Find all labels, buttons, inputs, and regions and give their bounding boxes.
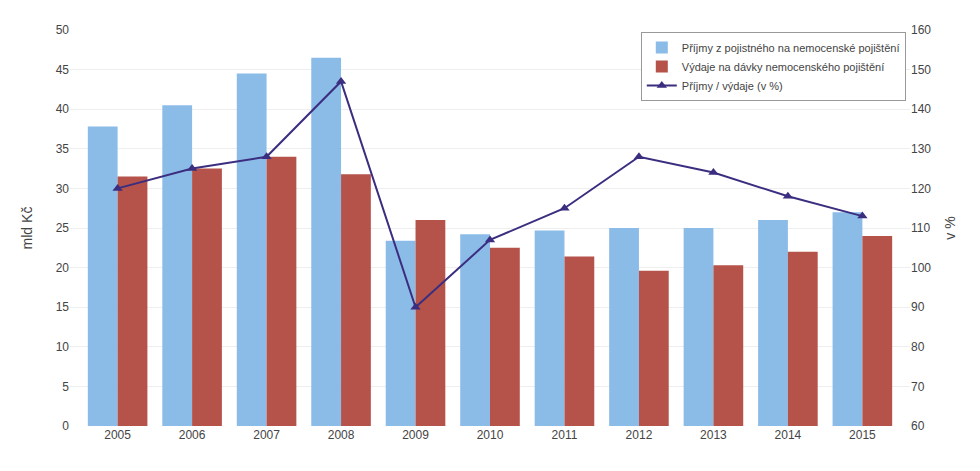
svg-text:mld Kč: mld Kč [19, 207, 35, 250]
svg-text:0: 0 [62, 419, 69, 433]
svg-text:Příjmy / výdaje (v %): Příjmy / výdaje (v %) [682, 80, 783, 92]
svg-text:2009: 2009 [402, 428, 429, 442]
svg-text:90: 90 [911, 300, 925, 314]
svg-text:35: 35 [56, 142, 70, 156]
svg-text:130: 130 [911, 142, 931, 156]
svg-text:25: 25 [56, 221, 70, 235]
svg-text:80: 80 [911, 340, 925, 354]
svg-text:10: 10 [56, 340, 70, 354]
svg-text:2013: 2013 [700, 428, 727, 442]
svg-text:20: 20 [56, 261, 70, 275]
svg-text:Výdaje na dávky nemocenského p: Výdaje na dávky nemocenského pojištění [682, 61, 884, 73]
svg-text:2015: 2015 [849, 428, 876, 442]
svg-text:v %: v % [942, 216, 958, 239]
svg-text:160: 160 [911, 23, 931, 37]
svg-text:2005: 2005 [104, 428, 131, 442]
svg-text:Příjmy z pojistného na nemocen: Příjmy z pojistného na nemocenské pojišt… [682, 42, 900, 54]
svg-text:2010: 2010 [477, 428, 504, 442]
svg-text:5: 5 [62, 380, 69, 394]
svg-text:110: 110 [911, 221, 930, 235]
svg-text:30: 30 [56, 182, 70, 196]
svg-text:2008: 2008 [328, 428, 355, 442]
svg-text:60: 60 [911, 419, 925, 433]
svg-text:2012: 2012 [626, 428, 653, 442]
svg-text:120: 120 [911, 182, 931, 196]
svg-text:70: 70 [911, 380, 925, 394]
svg-text:50: 50 [56, 23, 70, 37]
svg-text:45: 45 [56, 63, 70, 77]
svg-text:2006: 2006 [179, 428, 206, 442]
svg-text:100: 100 [911, 261, 931, 275]
svg-text:2011: 2011 [552, 428, 578, 442]
svg-text:2014: 2014 [775, 428, 802, 442]
svg-text:2007: 2007 [253, 428, 280, 442]
svg-text:150: 150 [911, 63, 931, 77]
svg-text:40: 40 [56, 102, 70, 116]
svg-text:15: 15 [56, 300, 70, 314]
svg-text:140: 140 [911, 102, 931, 116]
